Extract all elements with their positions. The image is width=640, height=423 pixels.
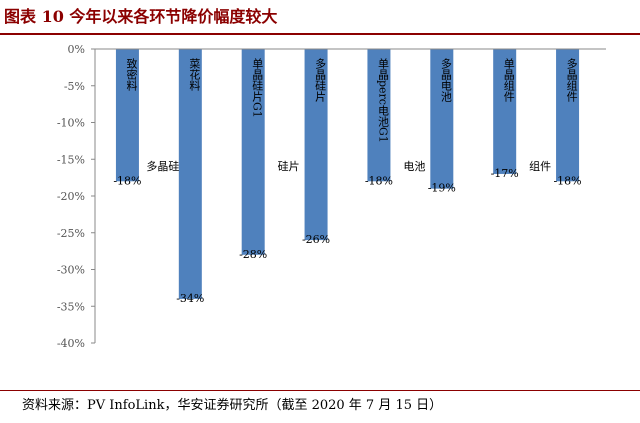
- bar: [115, 49, 139, 182]
- data-label: -18%: [365, 174, 393, 187]
- group-label: 电池: [403, 160, 425, 173]
- group-label: 组件: [529, 159, 551, 173]
- category-label: 多晶硅片: [314, 57, 327, 103]
- y-tick-label: -30%: [57, 264, 85, 277]
- bar: [367, 49, 391, 182]
- y-tick-label: -40%: [57, 337, 85, 350]
- category-label: 致密料: [125, 57, 138, 92]
- group-label: 多晶硅: [146, 159, 179, 173]
- y-tick-label: -35%: [57, 300, 85, 313]
- group-label: 硅片: [278, 160, 300, 173]
- category-label: 单晶perc电池G1: [376, 58, 389, 143]
- source-note: 资料来源：PV InfoLink，华安证券研究所（截至 2020 年 7 月 1…: [22, 398, 443, 413]
- data-label: -17%: [491, 167, 519, 180]
- y-tick-label: -5%: [64, 80, 85, 93]
- y-tick-label: -25%: [57, 227, 85, 240]
- category-label: 单晶硅片G1: [251, 58, 264, 118]
- y-tick-label: -20%: [57, 190, 85, 203]
- y-tick-label: 0%: [68, 43, 85, 56]
- y-tick-label: -10%: [57, 117, 85, 130]
- bar: [493, 49, 517, 174]
- data-label: -34%: [176, 292, 204, 305]
- bar: [430, 49, 454, 189]
- data-label: -18%: [113, 174, 141, 187]
- category-label: 多晶组件: [565, 57, 578, 103]
- bar: [304, 49, 328, 241]
- category-label: 多晶电池: [439, 57, 452, 102]
- footer-divider: [0, 390, 640, 391]
- data-label: -28%: [239, 248, 267, 261]
- chart-title: 图表 10 今年以来各环节降价幅度较大: [4, 7, 278, 26]
- y-tick-label: -15%: [57, 153, 85, 166]
- data-label: -26%: [302, 233, 330, 246]
- bar: [178, 49, 202, 299]
- data-label: -19%: [428, 182, 456, 195]
- title-divider: [0, 33, 640, 35]
- category-label: 单晶组件: [502, 58, 515, 103]
- category-label: 菜花料: [188, 58, 201, 92]
- data-label: -18%: [553, 174, 581, 187]
- bar: [556, 49, 580, 182]
- bar: [241, 49, 265, 255]
